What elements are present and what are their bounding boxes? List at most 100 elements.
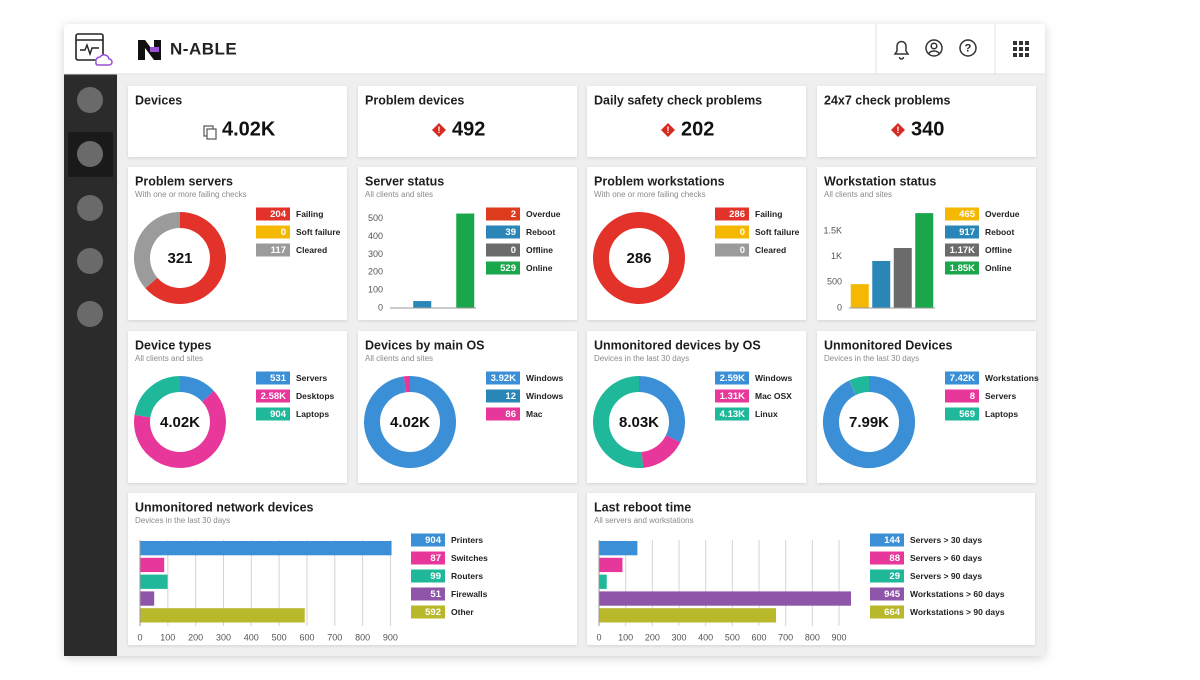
alert-icon: ! [667,125,670,135]
legend-swatch [870,551,904,565]
donut-segment [179,376,214,403]
y-tick-label: 200 [368,267,383,277]
legend-value: 8 [970,391,975,402]
legend-value: 592 [425,607,441,618]
legend-label: Laptops [296,409,329,419]
nav-item[interactable] [77,248,103,274]
kpi-value: 4.02K [222,118,276,140]
donut-total: 286 [626,250,651,267]
app-icon[interactable] [75,33,113,66]
alert-icon [432,123,446,137]
legend-label: Workstations [985,373,1039,383]
legend-label: Online [985,263,1012,273]
chart-subtitle: All servers and workstations [594,516,694,525]
y-tick-label: 300 [368,249,383,259]
legend-swatch [256,243,290,257]
brand: N-ABLE [170,39,237,58]
bar [599,574,607,589]
legend-label: Overdue [985,209,1020,219]
x-tick-label: 200 [188,632,203,642]
chart-title: Devices by main OS [365,338,485,352]
y-tick-label: 0 [837,302,842,312]
card [358,86,577,157]
legend-label: Servers [985,391,1016,401]
legend-label: Switches [451,553,488,563]
legend-swatch [870,569,904,583]
donut-total: 4.02K [160,414,200,431]
nav-item[interactable] [77,87,103,113]
bar [456,213,475,308]
legend-value: 117 [271,245,286,256]
x-tick-label: 200 [645,632,660,642]
nav-item[interactable] [77,301,103,327]
legend-swatch [945,407,979,421]
legend-value: 2 [511,209,516,220]
legend-swatch [411,569,445,583]
legend-value: 12 [505,391,516,402]
y-tick-label: 100 [368,285,383,295]
donut-segment [134,376,181,418]
legend-value: 2.58K [261,391,286,402]
donut-segment [134,212,181,289]
svg-text:?: ? [965,42,972,54]
legend-swatch [945,261,979,275]
kpi-title: Problem devices [365,93,464,107]
apps-icon[interactable] [1013,41,1029,57]
legend-value: 88 [889,553,900,564]
chart-subtitle: With one or more failing checks [594,190,706,199]
legend-value: 1.31K [720,391,745,402]
legend-label: Workstations > 90 days [910,607,1005,617]
legend-swatch [945,371,979,385]
account-icon[interactable] [925,39,943,57]
donut-segment [145,212,226,304]
x-tick-label: 100 [160,632,175,642]
chart-title: Last reboot time [594,500,691,514]
legend-swatch [945,225,979,239]
legend-swatch [486,371,520,385]
legend-label: Cleared [755,245,786,255]
donut-segment [823,376,915,468]
help-icon[interactable]: ? [959,39,977,57]
x-tick-label: 100 [618,632,633,642]
chart-subtitle: All clients and sites [824,190,892,199]
card [587,86,806,157]
legend-label: Workstations > 60 days [910,589,1005,599]
chart-subtitle: With one or more failing checks [135,190,247,199]
legend-swatch [411,605,445,619]
legend-swatch [715,243,749,257]
legend-value: 1.17K [950,245,975,256]
legend-swatch [945,207,979,221]
x-tick-label: 800 [805,632,820,642]
legend-value: 3.92K [491,373,516,384]
chart-title: Device types [135,338,211,352]
legend-swatch [715,389,749,403]
legend-swatch [715,407,749,421]
nav-item[interactable] [77,141,103,167]
legend-swatch [715,371,749,385]
legend-swatch [486,225,520,239]
legend-value: 7.42K [950,373,975,384]
x-tick-label: 400 [698,632,713,642]
donut-total: 4.02K [390,414,430,431]
y-tick-label: 500 [827,277,842,287]
bar [140,541,392,556]
chart-subtitle: Devices in the last 30 days [824,354,919,363]
kpi-value: 340 [911,118,944,140]
legend-label: Servers > 90 days [910,571,982,581]
x-tick-label: 0 [137,632,142,642]
legend-swatch [256,389,290,403]
y-tick-label: 400 [368,231,383,241]
bar [872,260,891,308]
kpi-title: Devices [135,93,182,107]
legend-value: 531 [270,373,287,384]
notifications-icon[interactable] [893,40,910,60]
legend-label: Mac OSX [755,391,792,401]
y-tick-label: 500 [368,213,383,223]
chart-title: Unmonitored devices by OS [594,338,761,352]
legend-label: Offline [526,245,553,255]
legend-value: 1.85K [950,263,975,274]
nav-item[interactable] [77,195,103,221]
legend-swatch [411,587,445,601]
x-tick-label: 900 [383,632,398,642]
